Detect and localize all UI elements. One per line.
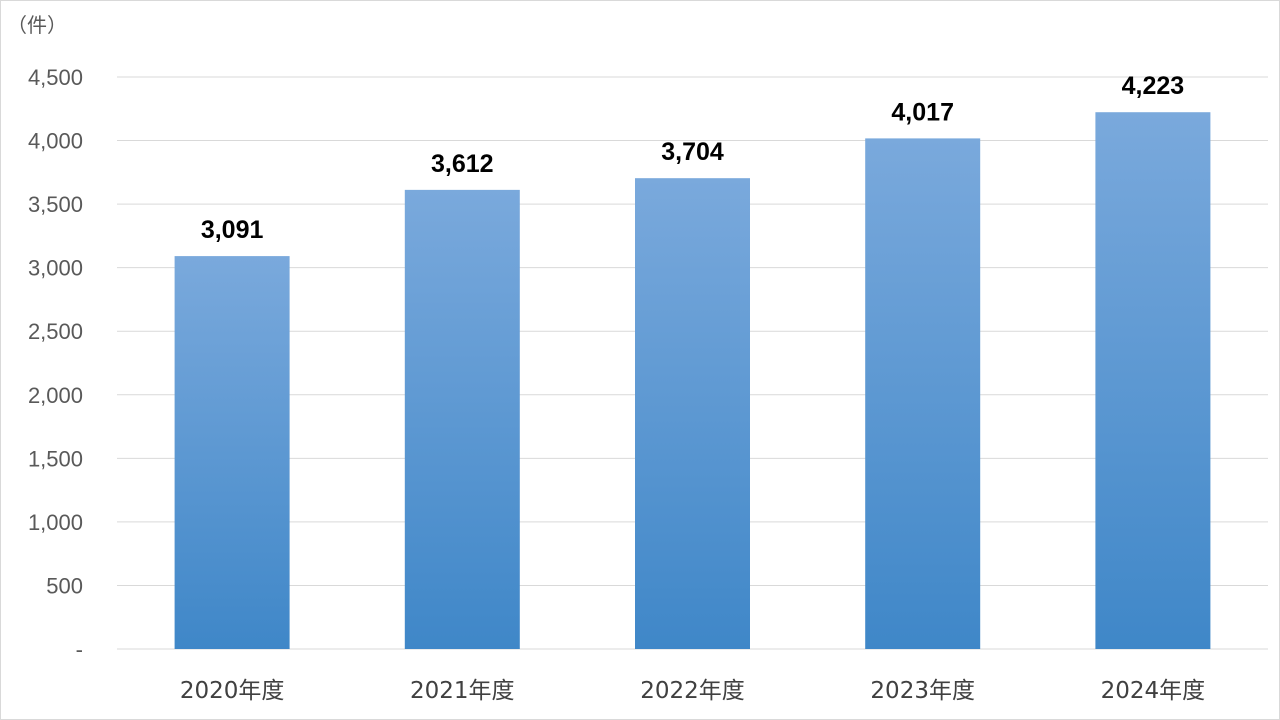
x-axis-ticks: 2020年度 2021年度 2022年度 2023年度 2024年度 bbox=[180, 678, 1205, 704]
y-tick-label: 1,500 bbox=[28, 446, 83, 471]
data-label: 3,612 bbox=[431, 150, 494, 178]
bar bbox=[1095, 112, 1211, 649]
x-tick-label: 2020年度 bbox=[180, 678, 285, 704]
y-tick-label: 1,000 bbox=[28, 510, 83, 535]
bar bbox=[865, 138, 981, 650]
bar bbox=[404, 189, 520, 649]
bar bbox=[174, 256, 290, 649]
x-tick-label: 2024年度 bbox=[1101, 678, 1206, 704]
y-tick-label: - bbox=[76, 637, 83, 662]
data-label: 3,704 bbox=[661, 138, 724, 166]
y-tick-label: 2,500 bbox=[28, 319, 83, 344]
x-tick-label: 2022年度 bbox=[640, 678, 745, 704]
y-axis-unit-label: （件） bbox=[7, 13, 67, 37]
data-label: 4,017 bbox=[891, 98, 954, 126]
y-axis-ticks: - 500 1,000 1,500 2,000 2,500 3,000 3,500 4,000 4… bbox=[28, 65, 83, 662]
y-tick-label: 4,000 bbox=[28, 129, 83, 154]
y-tick-label: 500 bbox=[46, 573, 83, 598]
x-tick-label: 2021年度 bbox=[410, 678, 515, 704]
x-tick-label: 2023年度 bbox=[870, 678, 975, 704]
data-labels: 3,091 3,612 3,704 4,017 4,223 bbox=[201, 72, 1184, 244]
bars bbox=[174, 112, 1211, 650]
data-label: 4,223 bbox=[1122, 72, 1185, 100]
data-label: 3,091 bbox=[201, 216, 264, 244]
bar bbox=[635, 178, 750, 649]
y-tick-label: 4,500 bbox=[28, 65, 83, 90]
y-tick-label: 3,500 bbox=[28, 192, 83, 217]
y-tick-label: 2,000 bbox=[28, 383, 83, 408]
y-tick-label: 3,000 bbox=[28, 256, 83, 281]
